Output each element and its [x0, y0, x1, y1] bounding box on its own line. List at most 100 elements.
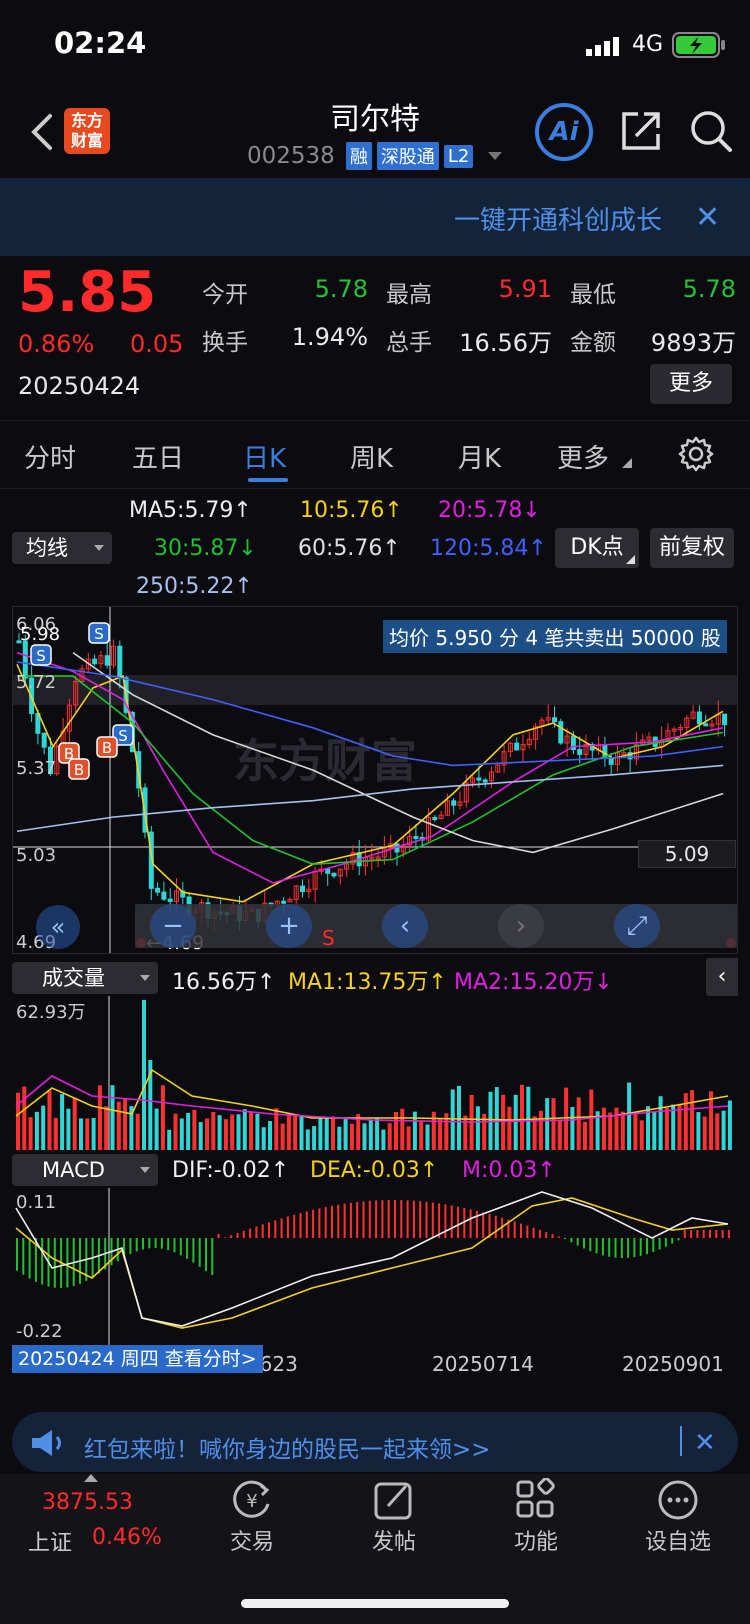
tag-margin: 融	[345, 142, 372, 170]
volume-chart[interactable]	[12, 996, 738, 1150]
pan-left-button[interactable]: ‹	[382, 904, 428, 948]
svg-text:¥: ¥	[246, 1491, 257, 1512]
open-label: 今开	[202, 282, 248, 308]
candle	[678, 727, 683, 731]
expand-icon[interactable]: ⤢	[614, 904, 660, 948]
back-icon[interactable]	[24, 110, 58, 154]
macd-selector[interactable]: MACD	[12, 1154, 158, 1186]
macd-dif-legend: DIF:-0.02↑	[172, 1158, 290, 1183]
zoom-out-button[interactable]: −	[150, 904, 196, 948]
macd-bar	[34, 1238, 37, 1282]
macd-bar	[538, 1229, 541, 1238]
trade-icon[interactable]: ¥	[230, 1478, 274, 1522]
collapse-panel-button[interactable]: ‹	[706, 958, 738, 996]
stock-code-row[interactable]: 002538 融 深股通 L2	[247, 141, 503, 171]
candle	[375, 856, 381, 860]
macd-bar	[41, 1238, 44, 1285]
macd-chart[interactable]	[12, 1188, 738, 1348]
post-icon[interactable]	[372, 1478, 416, 1522]
candle	[570, 735, 576, 751]
share-icon[interactable]	[618, 108, 664, 154]
volume-bar	[60, 1094, 65, 1150]
tab-five-day[interactable]: 五日	[132, 444, 185, 474]
candle	[180, 890, 186, 898]
macd-bar	[545, 1232, 548, 1238]
tab-weekly-k[interactable]: 周K	[350, 444, 394, 474]
volume-bar	[576, 1097, 581, 1150]
features-icon[interactable]	[514, 1478, 558, 1522]
nav-watchlist[interactable]: 设自选	[644, 1530, 711, 1555]
search-icon[interactable]	[688, 108, 734, 154]
divider	[0, 420, 750, 421]
promo-banner[interactable]	[0, 178, 750, 256]
chevron-down-icon	[94, 545, 104, 551]
date-label: 20250714	[432, 1352, 534, 1376]
close-icon[interactable]: ✕	[695, 200, 721, 235]
close-icon[interactable]: ✕	[694, 1428, 716, 1458]
volume-ma2-line	[15, 1075, 729, 1123]
signal-letter: S	[36, 647, 46, 665]
volume-bar	[526, 1086, 531, 1150]
candle	[148, 831, 154, 889]
promo-bar[interactable]	[12, 1412, 738, 1472]
volume-bar	[501, 1094, 506, 1150]
home-indicator[interactable]	[241, 1599, 509, 1608]
macd-bar	[721, 1230, 724, 1238]
volume-bar	[186, 1112, 191, 1150]
indicator-selector[interactable]: 均线	[12, 532, 112, 564]
tab-monthly-k[interactable]: 月K	[458, 444, 502, 474]
volume-bar	[123, 1098, 128, 1150]
turnover-value: 1.94%	[291, 323, 368, 351]
gear-icon[interactable]	[678, 436, 714, 472]
candle	[684, 717, 690, 729]
signal-badge	[68, 758, 90, 780]
volume-axis-max: 62.93万	[16, 1002, 86, 1023]
macd-bar	[400, 1200, 403, 1238]
volume-bar	[444, 1113, 449, 1150]
tab-intraday[interactable]: 分时	[24, 444, 77, 474]
tab-more[interactable]: 更多	[557, 444, 610, 474]
zoom-in-button[interactable]: +	[266, 904, 312, 948]
double-chevron-left-icon[interactable]: «	[36, 905, 80, 949]
macd-bar	[526, 1225, 529, 1238]
adjust-button[interactable]: 前复权	[650, 528, 734, 568]
more-button[interactable]: 更多	[650, 364, 732, 404]
chevron-up-icon[interactable]	[84, 1474, 98, 1482]
more-dots-icon[interactable]	[656, 1478, 700, 1522]
macd-bar	[230, 1235, 233, 1238]
macd-bar	[652, 1238, 655, 1253]
volume-bar	[727, 1100, 732, 1150]
nav-post[interactable]: 发帖	[371, 1530, 416, 1555]
promo-text[interactable]: 红包来啦！喊你身边的股民一起来领>>	[84, 1437, 491, 1463]
volume-bar	[683, 1093, 688, 1150]
volume-bar	[457, 1085, 461, 1150]
nav-trade[interactable]: 交易	[229, 1530, 274, 1555]
macd-bar	[488, 1214, 491, 1238]
index-change[interactable]: 0.46%	[92, 1525, 162, 1550]
view-intraday-tooltip[interactable]: 20250424 周四 查看分时>	[12, 1345, 263, 1373]
promo-banner-text[interactable]: 一键开通科创成长	[454, 206, 663, 236]
volume-label: 总手	[386, 330, 432, 356]
pan-right-button[interactable]: ›	[498, 904, 544, 948]
volume-bar	[72, 1097, 77, 1150]
macd-bar	[192, 1238, 195, 1263]
ai-button[interactable]: Ai	[535, 103, 593, 161]
volume-bar	[639, 1120, 644, 1150]
tag-level2: L2	[443, 144, 474, 168]
volume-bar	[412, 1111, 417, 1150]
index-value[interactable]: 3875.53	[42, 1490, 133, 1515]
index-name[interactable]: 上证	[28, 1531, 73, 1556]
macd-selector-label: MACD	[42, 1158, 105, 1182]
macd-bar	[299, 1213, 302, 1238]
macd-bar	[475, 1210, 478, 1238]
volume-bar	[242, 1109, 247, 1150]
volume-selector[interactable]: 成交量	[12, 962, 158, 994]
dk-point-button[interactable]: DK点	[555, 528, 639, 568]
chevron-down-icon[interactable]	[488, 152, 503, 160]
tab-daily-k[interactable]: 日K	[243, 444, 287, 474]
app-logo[interactable]: 东方财富	[64, 108, 110, 154]
macd-bar	[255, 1226, 258, 1238]
volume-bar	[41, 1105, 46, 1150]
nav-features[interactable]: 功能	[513, 1530, 558, 1555]
